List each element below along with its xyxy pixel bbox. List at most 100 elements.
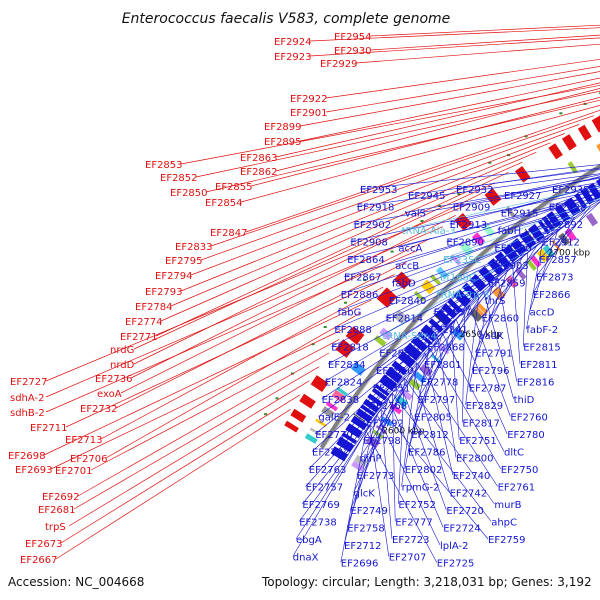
inner-cog-block [451, 327, 466, 341]
forward-leader-line [50, 325, 350, 470]
reverse-leader-line [359, 164, 600, 190]
reverse-leader-line [443, 197, 600, 260]
reverse-gene-label: EF2786 [408, 448, 446, 459]
forward-gene-label: EF2673 [25, 539, 63, 550]
kbp-tick-label: 2600 kbp [382, 427, 425, 437]
kbp-tick-label: 2700 kbp [548, 249, 591, 259]
reverse-gene-label: EF2723 [392, 535, 430, 546]
reverse-gene-label: EF2834 [328, 360, 366, 371]
reverse-gene-label: EF2773 [357, 471, 395, 482]
reverse-gene-label: EF2838 [322, 395, 360, 406]
reverse-gene-label: EF2805 [414, 413, 452, 424]
forward-gene-label: EF2852 [160, 173, 198, 184]
feature-labels: EF2954 EF2924 EF2930 EF2923 EF2929 EF2922 EF29… [8, 32, 590, 570]
kbp-tick-mark [353, 413, 366, 422]
reverse-leader-line [376, 414, 441, 546]
forward-leader-line [55, 409, 291, 560]
forward-leader-line [68, 380, 310, 527]
cog-block [392, 309, 409, 325]
forward-leader-line [180, 142, 551, 292]
forward-leader-line [115, 261, 407, 409]
forward-leader-line [275, 87, 600, 172]
reverse-gene-label: EF2738 [299, 518, 337, 529]
cog-block [321, 406, 335, 419]
reverse-leader-line [366, 309, 466, 423]
forward-gene-label: trpS [45, 522, 66, 533]
forward-leader-line [309, 27, 600, 42]
reverse-leader-line [353, 181, 600, 225]
forward-leader-line [133, 192, 482, 365]
forward-leader-line [369, 34, 600, 51]
forward-gene-block [561, 134, 577, 151]
reverse-gene-block [447, 298, 463, 314]
forward-gene-label: nrdG [110, 345, 134, 356]
forward-leader-line [195, 90, 600, 178]
forward-gene-label: EF2795 [165, 256, 203, 267]
reverse-leader-line [302, 377, 405, 505]
reverse-leader-line [347, 196, 600, 260]
reverse-leader-line [455, 167, 600, 190]
forward-leader-line [180, 84, 600, 165]
reverse-gene-label: EF2760 [510, 413, 548, 424]
reverse-leader-line [337, 228, 559, 312]
reverse-leader-line [429, 347, 502, 470]
forward-leader-line [160, 161, 523, 322]
forward-leader-line [45, 203, 469, 382]
reverse-leader-line [315, 318, 456, 435]
reverse-gene-label: EF2913 [450, 220, 488, 231]
reverse-gene-block [355, 408, 373, 423]
reverse-leader-line [391, 209, 586, 283]
reverse-gene-label: EF2860 [482, 314, 520, 325]
reverse-gene-label: EF2780 [507, 430, 545, 441]
reverse-gene-label: EF2750 [501, 465, 539, 476]
reverse-gene-label: EF2909 [453, 203, 491, 214]
gc-dot [457, 193, 461, 196]
backbone-line [319, 163, 600, 450]
reverse-leader-line [407, 168, 600, 196]
reverse-leader-line [478, 244, 538, 336]
forward-gene-label: EF2794 [155, 271, 193, 282]
reverse-leader-line [350, 189, 600, 242]
reverse-leader-line [404, 177, 600, 213]
reverse-gene-label: accD [530, 308, 555, 319]
reverse-leader-line [385, 232, 554, 318]
reverse-leader-line [382, 244, 538, 336]
forward-gene-label: sdhA-2 [10, 393, 45, 404]
reverse-leader-line [295, 409, 382, 540]
forward-gene-label: EF2923 [274, 52, 312, 63]
reverse-gene-label: valS [405, 209, 426, 220]
reverse-gene-label: EF2928 [549, 203, 587, 214]
reverse-leader-line [398, 377, 405, 505]
reverse-gene-block [478, 266, 496, 284]
reverse-gene-label: EF2892 [546, 220, 584, 231]
reverse-leader-line [483, 291, 514, 400]
forward-leader-line [240, 105, 600, 203]
reverse-leader-line [404, 377, 495, 505]
reverse-gene-label: EF2810 [376, 366, 414, 377]
backbone-highlight [323, 168, 600, 450]
reverse-leader-line [369, 425, 390, 557]
forward-leader-line [45, 226, 444, 398]
reverse-gene-label: EF2758 [347, 524, 385, 535]
forward-gene-block [577, 124, 592, 141]
reverse-gene-label: galE-2 [318, 413, 350, 424]
reverse-leader-line [551, 176, 600, 190]
reverse-leader-line [436, 216, 575, 295]
reverse-gene-block [494, 251, 512, 269]
reverse-gene-label: EF2851 [373, 384, 411, 395]
forward-leader-line [275, 82, 600, 158]
reverse-gene-label: EF2768 [370, 401, 408, 412]
reverse-leader-line [468, 282, 494, 388]
reverse-gene-label: dnaX [293, 553, 319, 564]
reverse-gene-label: EF2918 [357, 203, 395, 214]
cog-block [309, 427, 322, 436]
reverse-leader-line [465, 295, 479, 406]
reverse-gene-label: EF2915 [501, 209, 539, 220]
reverse-gene-label: EF2840 [389, 296, 427, 307]
reverse-gene-label: EF2770 [315, 430, 353, 441]
reverse-leader-line [318, 304, 470, 417]
reverse-leader-line [375, 269, 508, 371]
forward-gene-label: EF2727 [10, 377, 48, 388]
forward-gene-label: EF2711 [30, 423, 68, 434]
